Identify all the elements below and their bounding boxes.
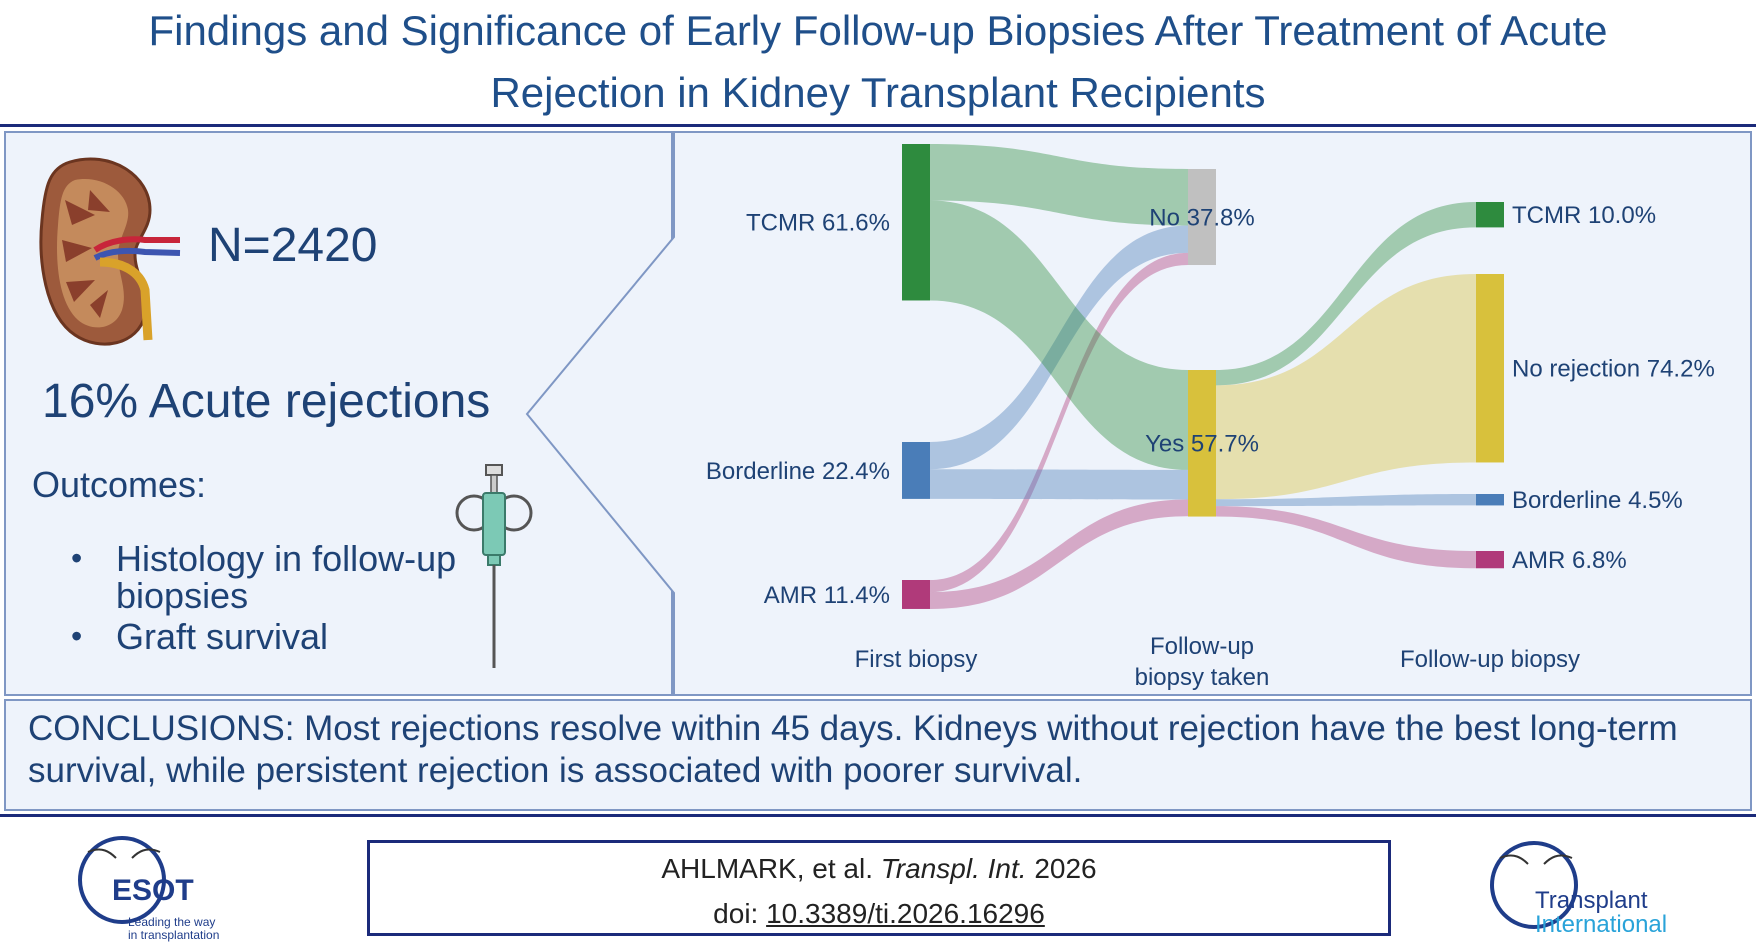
outcomes-list: Histology in follow-up biopsies Graft su… (36, 540, 476, 659)
sankey-link (1216, 494, 1476, 507)
sankey-node-label: No 37.8% (1149, 204, 1254, 231)
sankey-link (930, 252, 1188, 593)
sankey-node (1476, 274, 1504, 463)
kidney-icon (39, 157, 181, 346)
sankey-link (1216, 506, 1476, 569)
doi-link[interactable]: 10.3389/ti.2026.16296 (766, 898, 1045, 929)
transplant-international-logo: Transplant International (1490, 841, 1667, 938)
page-title: Findings and Significance of Early Follo… (0, 0, 1756, 118)
sankey-node-label: Borderline 4.5% (1512, 487, 1683, 514)
sankey-column-label: biopsy taken (1135, 664, 1270, 691)
citation-box: AHLMARK, et al. Transpl. Int. 2026 doi: … (367, 840, 1391, 936)
sankey-node (1476, 494, 1504, 506)
sankey-node (1188, 169, 1216, 266)
sankey-node-label: Yes 57.7% (1145, 431, 1259, 458)
biopsy-needle-icon (455, 464, 533, 668)
sankey-link (1216, 274, 1476, 500)
sankey-column-label: Follow-up (1150, 633, 1254, 660)
citation-year: 2026 (1034, 853, 1097, 884)
sankey-link (930, 225, 1188, 470)
sankey-column-label: First biopsy (855, 646, 978, 673)
sankey-link (930, 200, 1188, 470)
outcome-item: Graft survival (36, 618, 476, 655)
sankey-node-label: Borderline 22.4% (706, 458, 890, 485)
esot-logo: ESOT Leading the way in transplantation (78, 836, 219, 942)
sankey-node (1476, 551, 1504, 569)
svg-text:Transplant: Transplant (1535, 887, 1648, 914)
svg-text:Leading the way: Leading the way (128, 915, 215, 929)
sankey-node (902, 580, 930, 609)
sankey-link (930, 144, 1188, 226)
citation-line: AHLMARK, et al. Transpl. Int. 2026 (370, 853, 1388, 885)
doi-prefix: doi: (713, 898, 759, 929)
sample-size: N=2420 (208, 219, 378, 272)
bottom-divider (0, 814, 1756, 817)
title-divider (0, 124, 1756, 127)
acute-rejection-rate: 16% Acute rejections (42, 375, 491, 428)
conclusion-text: CONCLUSIONS: Most rejections resolve wit… (28, 709, 1678, 790)
sankey-node (902, 144, 930, 301)
citation-journal: Transpl. Int. (880, 853, 1027, 884)
sankey-chart: TCMR 61.6% Borderline 22.4% AMR 11.4% First… (706, 144, 1715, 691)
sankey-link (1216, 202, 1476, 386)
outcome-item: Histology in follow-up biopsies (36, 540, 476, 614)
chevron-connector (525, 133, 675, 694)
sankey-node (1188, 370, 1216, 517)
conclusion-panel (4, 699, 1752, 811)
sankey-node-label: TCMR 10.0% (1512, 202, 1656, 229)
title-line-2: Rejection in Kidney Transplant Recipient… (490, 69, 1266, 116)
sankey-node (1476, 202, 1504, 228)
sankey-column-label: Follow-up biopsy (1400, 646, 1580, 673)
citation-authors: AHLMARK, et al. (661, 853, 873, 884)
sankey-node-label: No rejection 74.2% (1512, 356, 1715, 383)
sankey-link (930, 499, 1188, 609)
svg-text:International: International (1535, 911, 1667, 938)
sankey-node (902, 442, 930, 499)
outcomes-heading: Outcomes: (32, 464, 207, 505)
svg-text:ESOT: ESOT (112, 874, 194, 907)
sankey-node-label: TCMR 61.6% (746, 210, 890, 237)
svg-text:in transplantation: in transplantation (128, 928, 219, 942)
doi-line: doi: 10.3389/ti.2026.16296 (370, 898, 1388, 930)
title-line-1: Findings and Significance of Early Follo… (148, 7, 1608, 54)
sankey-node-label: AMR 11.4% (764, 582, 890, 609)
sankey-node-label: AMR 6.8% (1512, 547, 1627, 574)
sankey-link (930, 469, 1188, 500)
